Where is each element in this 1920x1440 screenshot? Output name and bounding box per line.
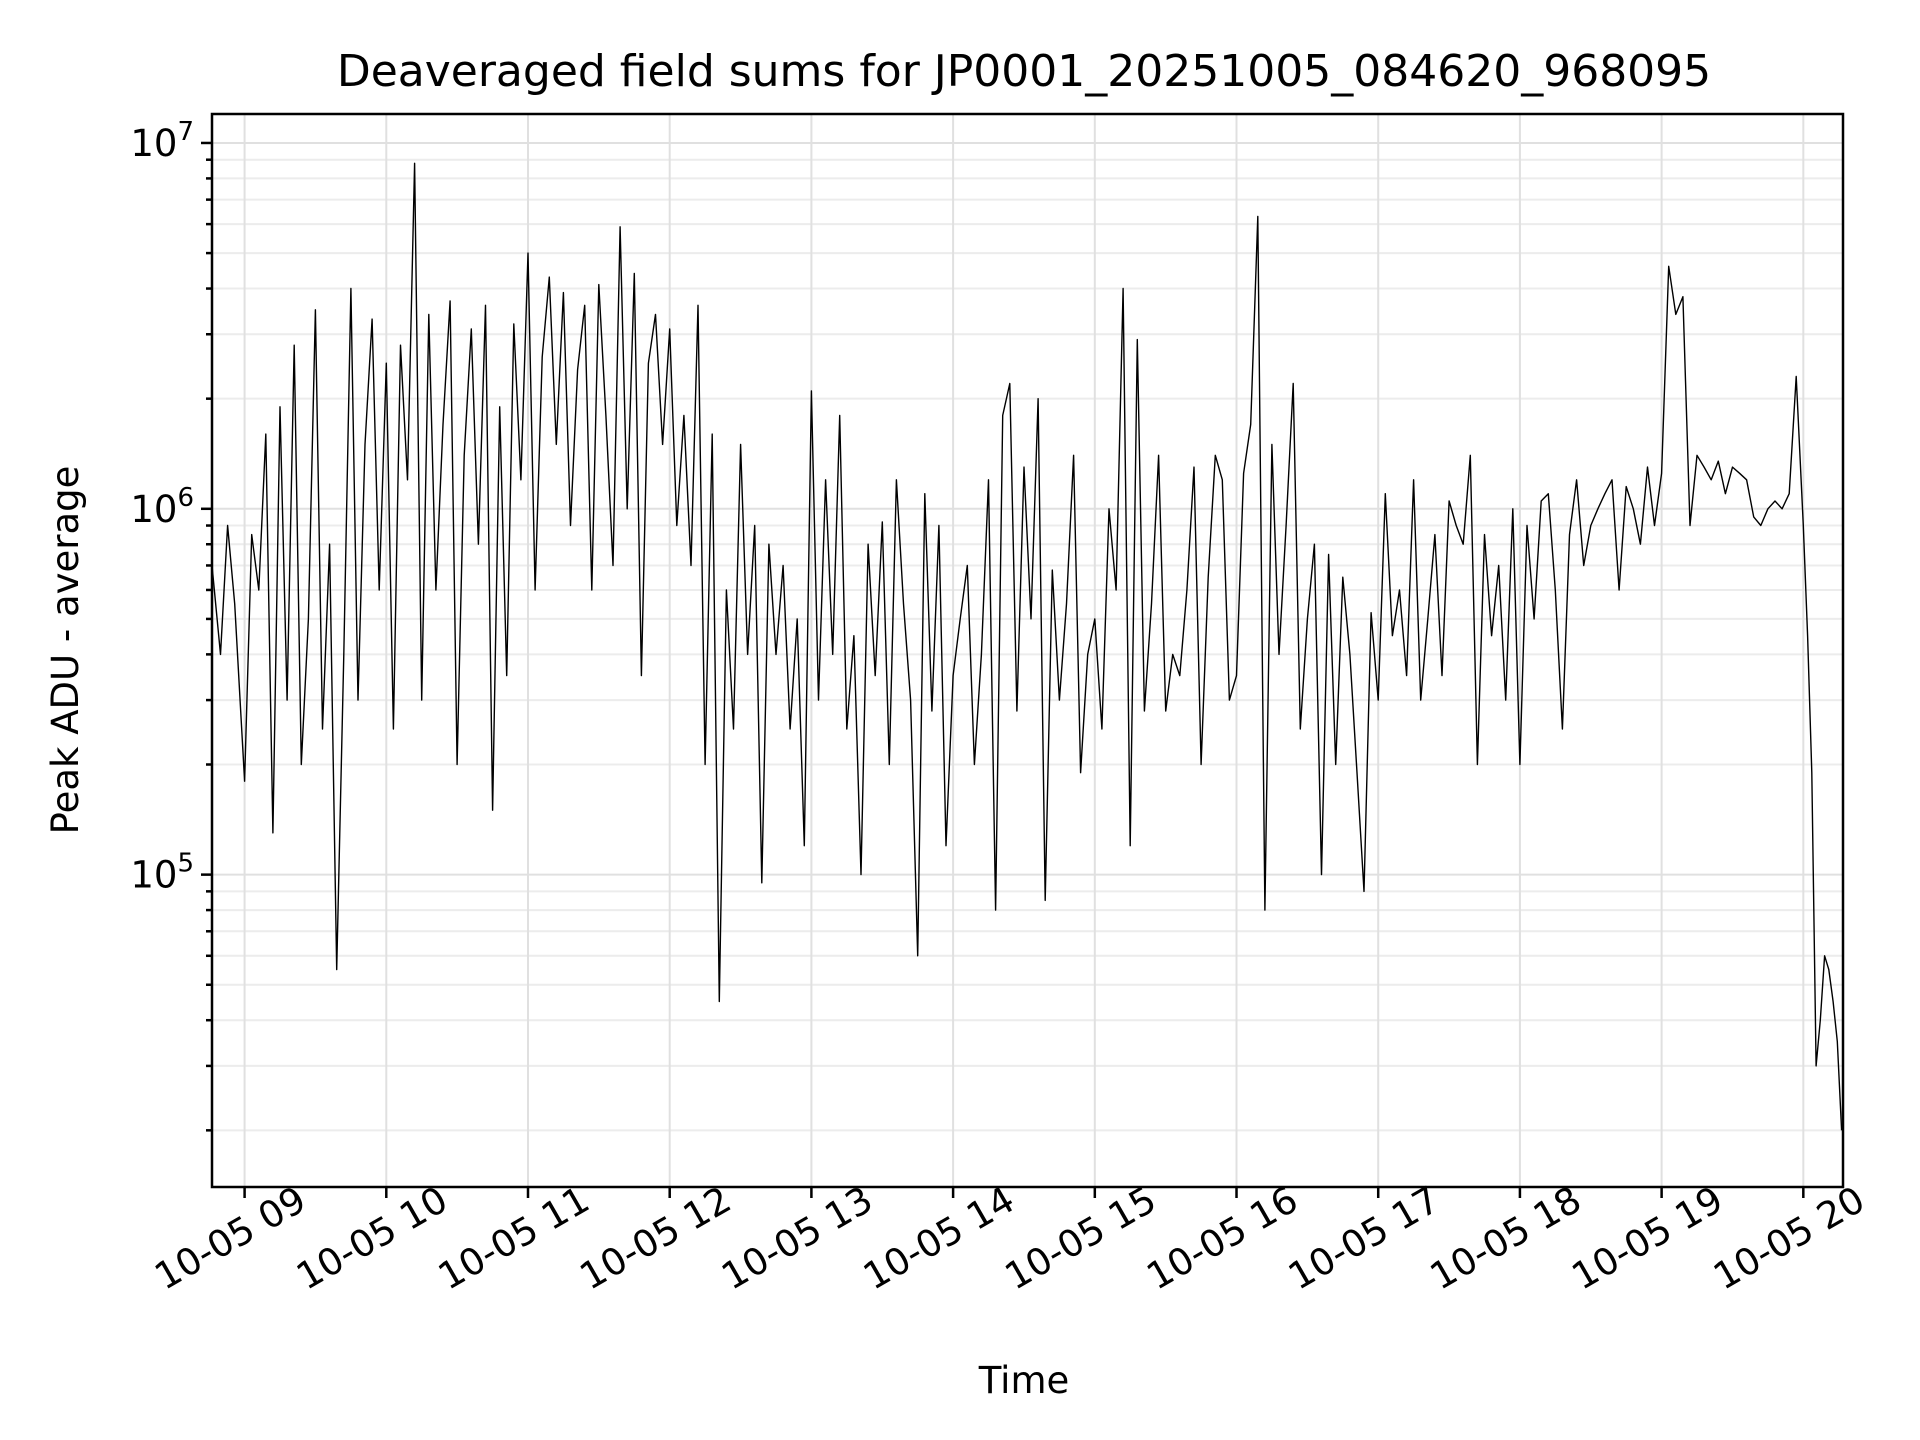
x-tick-label: 10-05 15: [998, 1178, 1164, 1298]
y-tick-label: 106: [130, 483, 194, 531]
x-tick-label: 10-05 19: [1565, 1178, 1731, 1298]
x-tick-label: 10-05 13: [714, 1178, 880, 1298]
x-tick-label: 10-05 14: [856, 1178, 1022, 1298]
x-tick-label: 10-05 12: [573, 1178, 739, 1298]
x-tick-label: 10-05 18: [1423, 1178, 1589, 1298]
series-layer: [211, 162, 1843, 1131]
grid: [212, 114, 1843, 1187]
chart-title: Deaveraged field sums for JP0001_2025100…: [337, 46, 1711, 97]
y-tick-label: 105: [130, 849, 194, 897]
x-tick-label: 10-05 16: [1139, 1178, 1305, 1298]
y-tick-label: 107: [130, 117, 194, 165]
x-tick-label: 10-05 17: [1281, 1178, 1447, 1298]
x-tick-label: 10-05 09: [148, 1178, 314, 1298]
x-tick-label: 10-05 10: [289, 1178, 455, 1298]
x-tick-label: 10-05 11: [431, 1178, 597, 1298]
plot-frame: [210, 112, 1845, 1189]
series-line-0: [211, 162, 1843, 1131]
y-axis-label: Peak ADU - average: [44, 466, 87, 835]
x-tick-label: 10-05 20: [1706, 1178, 1872, 1298]
x-axis-label: Time: [978, 1359, 1070, 1402]
y-axis-ticks: 105 106 107: [130, 117, 212, 1132]
